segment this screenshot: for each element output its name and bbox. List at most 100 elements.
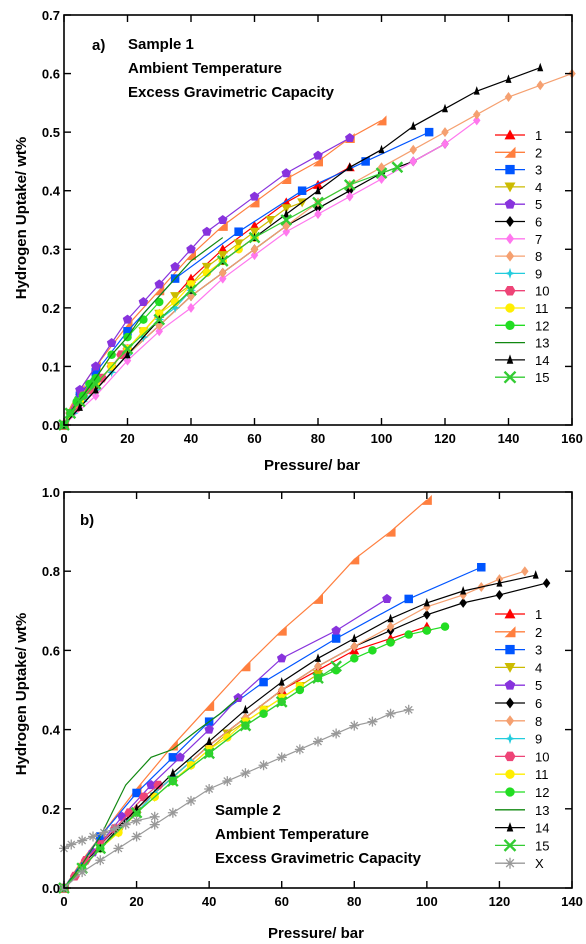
panel-b-x-tick-label-2: 40 xyxy=(202,894,216,909)
panel-b-series-2-point-8 xyxy=(477,562,486,572)
panel-a-series-1-point-12 xyxy=(376,115,387,126)
panel-b-legend-marker-4 xyxy=(504,679,516,690)
panel-b-series-12-point-7 xyxy=(315,653,321,662)
panel-b-series-12-point-9 xyxy=(387,613,394,623)
panel-b-series-15-point-7 xyxy=(131,815,142,826)
panel-a-series-2-point-5 xyxy=(234,227,243,236)
panel-a-legend-label-12: 13 xyxy=(535,336,549,351)
panel-b-y-axis-title: Hydrogen Uptake/ wt% xyxy=(13,613,30,776)
panel-b-series-4-point-3 xyxy=(146,780,156,790)
panel-a-series-11-point-9 xyxy=(155,297,164,307)
panel-b-legend-marker-3 xyxy=(504,663,516,673)
panel-b-series-14-point-11 xyxy=(258,760,269,771)
panel-b-legend-label-14: X xyxy=(535,856,544,871)
panel-a-series-4-point-9 xyxy=(202,226,212,236)
panel-b-legend-marker-10 xyxy=(505,787,515,797)
panel-a-legend-marker-9 xyxy=(504,285,516,296)
panel-a-series-3-point-11 xyxy=(217,251,228,261)
panel-b-x-tick-label-1: 20 xyxy=(129,894,143,909)
panel-a-x-tick-label-5: 100 xyxy=(371,431,393,446)
panel-b-series-4-point-4 xyxy=(175,752,185,762)
panel-a-series-4-point-6 xyxy=(154,279,165,289)
panel-b-series-11-point-5 xyxy=(167,744,178,755)
panel-a-series-3-point-15 xyxy=(281,204,292,214)
panel-a-series-5 xyxy=(60,138,449,430)
panel-b-series-12-point-10 xyxy=(423,597,430,607)
panel-a-x-tick-label-7: 140 xyxy=(498,431,520,446)
panel-b-series-11-point-1 xyxy=(77,859,88,870)
panel-b-legend-label-0: 1 xyxy=(535,607,542,622)
panel-a-series-7-point-6 xyxy=(250,244,259,255)
panel-a-series-14-point-3 xyxy=(89,378,102,390)
panel-b-legend-label-5: 6 xyxy=(535,696,542,711)
panel-b-series-13-point-6 xyxy=(239,719,252,732)
panel-b-series-12-point-4 xyxy=(206,736,213,745)
panel-a-series-13-line xyxy=(63,67,541,426)
panel-a-series-2-point-2 xyxy=(91,368,100,377)
panel-a-series-10-point-7 xyxy=(170,297,180,307)
panel-a-series-12-point-9 xyxy=(186,256,196,266)
panel-a-x-tick-label-6: 120 xyxy=(434,431,456,446)
panel-a-x-tick-label-3: 60 xyxy=(247,431,261,446)
panel-a-series-12-point-1 xyxy=(68,402,79,413)
panel-b-series-8-point-7 xyxy=(153,780,164,790)
panel-a-series-11-point-8 xyxy=(139,315,148,324)
panel-a-series-13-point-11 xyxy=(378,144,385,154)
panel-b-series-11-point-3 xyxy=(120,780,131,791)
panel-a-annotation-line-1: Sample 1 xyxy=(128,36,194,53)
panel-a-legend-marker-3 xyxy=(504,182,516,193)
panel-b-legend-label-1: 2 xyxy=(535,625,542,640)
panel-a-series-3-point-14 xyxy=(265,216,276,225)
panel-a-series-7-point-14 xyxy=(504,92,513,102)
panel-b-legend-marker-14 xyxy=(504,857,516,869)
panel-a-legend-marker-4 xyxy=(504,198,516,209)
panel-a-y-tick-label-2: 0.2 xyxy=(42,301,60,316)
panel-b-y-tick-label-5: 1.0 xyxy=(42,485,60,500)
panel-a-series-2-point-8 xyxy=(424,127,434,137)
panel-b-series-14-point-17 xyxy=(367,716,378,727)
panel-b-legend-marker-13 xyxy=(503,839,517,852)
panel-b-series-13-point-7 xyxy=(275,696,288,708)
panel-b-series-2-point-5 xyxy=(259,677,268,687)
panel-a-series-4-point-10 xyxy=(217,215,228,225)
panel-a-series-13-point-15 xyxy=(505,74,512,83)
panel-a-series-10-point-9 xyxy=(202,268,212,277)
panel-a-legend-marker-2 xyxy=(505,164,515,175)
panel-b-legend-marker-5 xyxy=(505,697,515,709)
panel-b-x-axis-title: Pressure/ bar xyxy=(268,925,364,942)
panel-a-series-7-line xyxy=(63,73,573,426)
panel-a-y-tick-label-4: 0.4 xyxy=(42,184,61,199)
panel-a-legend-label-8: 9 xyxy=(535,266,542,281)
panel-a-legend-marker-7 xyxy=(505,250,515,262)
panel-b-series-14-point-12 xyxy=(276,752,287,763)
panel-b-legend-label-13: 15 xyxy=(535,838,549,853)
panel-a-series-3-point-13 xyxy=(249,227,260,237)
panel-b-series-14-point-10 xyxy=(240,768,251,779)
panel-a-series-12-point-11 xyxy=(217,232,228,243)
panel-a-legend-label-3: 4 xyxy=(535,180,542,195)
panel-b-series-12-line xyxy=(63,574,536,889)
panel-b-series-10-point-13 xyxy=(368,646,377,655)
panel-b-legend-label-8: 10 xyxy=(535,749,549,764)
panel-b-y-tick-label-3: 0.6 xyxy=(42,643,60,658)
panel-a-series-4-point-5 xyxy=(138,297,149,307)
panel-a-series-12-point-7 xyxy=(154,291,165,302)
panel-b-series-4-point-5 xyxy=(204,724,214,734)
panel-b-series-1-point-11 xyxy=(421,494,432,505)
panel-b-series-15 xyxy=(59,811,160,854)
panel-a-x-axis-title: Pressure/ bar xyxy=(264,457,360,474)
panel-a-legend-label-13: 14 xyxy=(535,353,549,368)
panel-b-series-14-line xyxy=(63,709,409,889)
panel-a-legend-marker-6 xyxy=(505,233,515,245)
panel-a-series-0-point-8 xyxy=(249,220,260,230)
panel-a-series-6 xyxy=(60,115,481,430)
panel-a-y-tick-label-3: 0.3 xyxy=(42,242,60,257)
panel-b-series-4-point-9 xyxy=(382,593,392,603)
panel-b-series-15-point-2 xyxy=(77,835,88,846)
panel-a-series-2 xyxy=(59,127,434,430)
panel-a-series-4-point-11 xyxy=(249,191,260,201)
panel-a-series-5-line xyxy=(63,143,446,426)
panel-a-series-4 xyxy=(59,133,355,430)
panel-a-x-tick-label-2: 40 xyxy=(184,431,198,446)
